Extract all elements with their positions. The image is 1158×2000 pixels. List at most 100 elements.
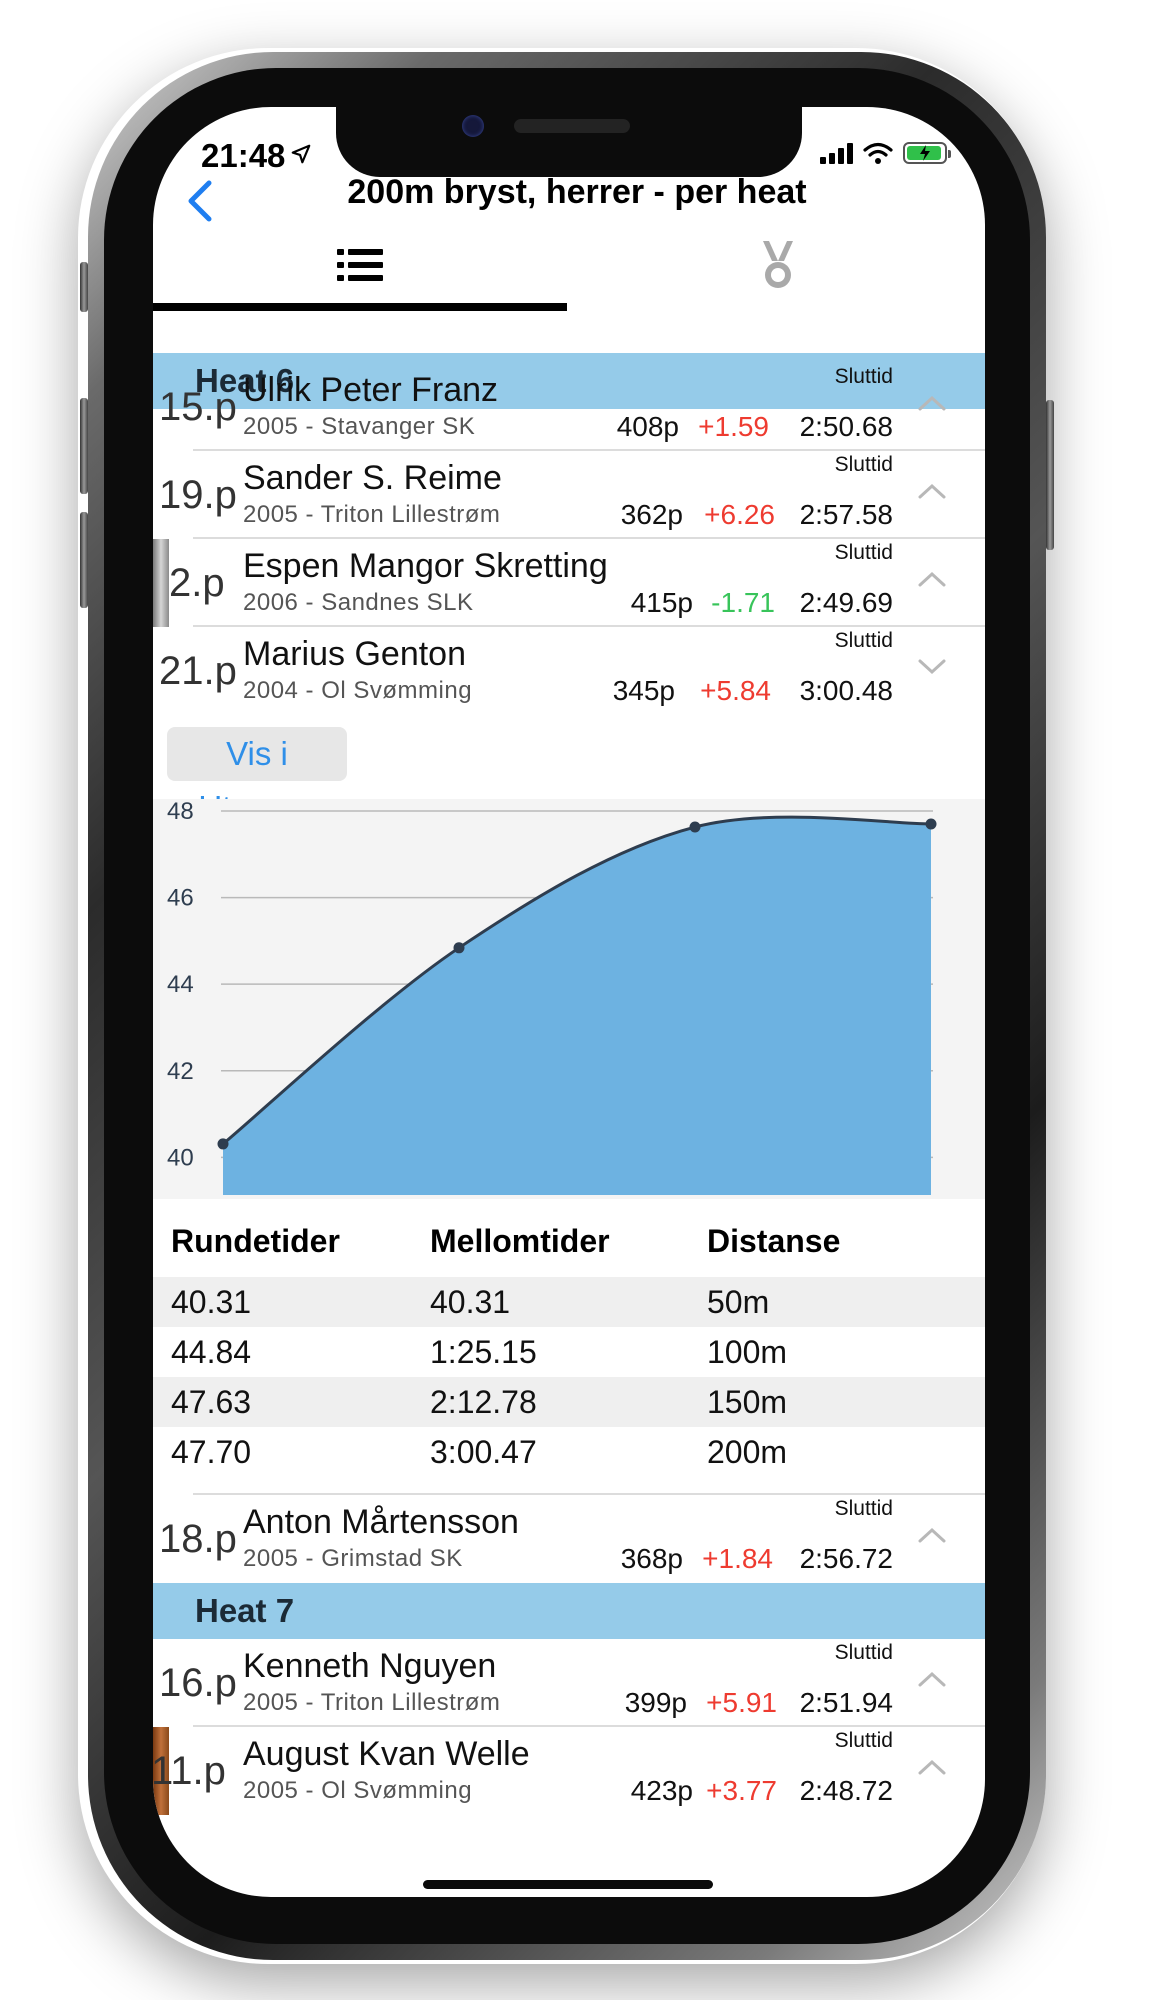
header-laps: Rundetider — [171, 1222, 340, 1259]
final-time: 2:48.72 — [799, 1775, 893, 1806]
split-row: 47.70 3:00.47 200m — [153, 1427, 985, 1477]
cellular-signal-icon — [820, 142, 853, 164]
volume-down-button — [80, 512, 88, 608]
back-chevron-icon[interactable] — [183, 177, 219, 225]
earpiece-speaker — [514, 119, 630, 133]
final-time: 3:00.48 — [799, 675, 893, 706]
swimmer-name: Anton Mårtensson — [243, 1503, 519, 1541]
result-row[interactable]: 18.p Anton Mårtensson 2005 - Grimstad SK… — [153, 1495, 985, 1583]
split-chart: 40 42 44 46 48 — [153, 798, 985, 1199]
page-title: 200m bryst, herrer - per heat — [347, 173, 807, 211]
intermediate-time: 40.31 — [430, 1283, 511, 1320]
result-row[interactable]: 19.p Sander S. Reime 2005 - Triton Lille… — [153, 451, 985, 539]
header-intermediate: Mellomtider — [430, 1222, 610, 1259]
swimmer-club: 2005 - Ol Svømming — [243, 1777, 473, 1804]
final-time-label: Sluttid — [834, 1497, 893, 1520]
time-diff: +5.84 — [700, 675, 771, 706]
chevron-up-icon[interactable] — [917, 569, 947, 589]
lap-time: 47.63 — [171, 1383, 252, 1420]
time-diff: +1.59 — [698, 411, 769, 442]
swimmer-name: Marius Genton — [243, 635, 466, 673]
chevron-up-icon[interactable] — [917, 1525, 947, 1545]
swimmer-name: Ulrik Peter Franz — [243, 371, 499, 409]
status-indicators — [820, 141, 951, 165]
home-indicator[interactable] — [423, 1880, 713, 1889]
battery-icon — [903, 142, 951, 164]
chart-area-fill — [223, 817, 931, 1195]
results-list[interactable]: Heat 6 15.p Ulrik Peter Franz 2005 - Sta… — [153, 353, 985, 1897]
swimmer-name: Sander S. Reime — [243, 459, 502, 497]
silent-switch — [80, 262, 88, 312]
swimmer-club: 2004 - Ol Svømming — [243, 677, 473, 704]
notch — [336, 107, 802, 177]
placement: 19.p — [159, 473, 237, 517]
chevron-up-icon[interactable] — [917, 481, 947, 501]
final-time: 2:57.58 — [799, 499, 893, 530]
points: 345p — [612, 675, 675, 706]
final-time-label: Sluttid — [834, 1641, 893, 1664]
chevron-up-icon[interactable] — [917, 1669, 947, 1689]
power-button — [1046, 400, 1054, 550]
header-distance: Distanse — [707, 1222, 841, 1259]
time-diff: +3.77 — [706, 1775, 777, 1806]
result-row[interactable]: 16.p Kenneth Nguyen 2005 - Triton Lilles… — [153, 1639, 985, 1727]
chart-y-tick-label: 44 — [167, 971, 194, 998]
swimmer-name: Kenneth Nguyen — [243, 1647, 497, 1685]
wifi-icon — [863, 142, 893, 164]
show-in-athletes-button[interactable]: Vis i Utøvere — [167, 727, 347, 826]
result-row[interactable]: 2.p Espen Mangor Skretting 2006 - Sandne… — [153, 539, 985, 627]
placement: 2.p — [169, 561, 225, 605]
result-row-expanded[interactable]: 21.p Marius Genton 2004 - Ol Svømming Sl… — [153, 627, 985, 715]
placement: 11.p — [153, 1749, 226, 1793]
chart-data-point — [453, 942, 465, 954]
front-camera — [462, 115, 484, 137]
screen: 21:48 200m bryst, herrer - per heat — [153, 107, 985, 1897]
swimmer-club: 2006 - Sandnes SLK — [243, 589, 474, 616]
splits-table: Rundetider Mellomtider Distanse 40.31 40… — [153, 1205, 985, 1477]
final-time-label: Sluttid — [834, 365, 893, 388]
chevron-up-icon[interactable] — [917, 1757, 947, 1777]
distance: 200m — [707, 1433, 788, 1470]
final-time: 2:56.72 — [799, 1543, 893, 1574]
swimmer-club: 2005 - Grimstad SK — [243, 1545, 463, 1572]
distance: 50m — [707, 1283, 770, 1320]
list-icon — [337, 249, 383, 281]
tab-bar — [153, 223, 985, 311]
status-time: 21:48 — [201, 137, 286, 174]
final-time: 2:51.94 — [799, 1687, 893, 1718]
location-arrow-icon — [291, 144, 311, 164]
distance: 100m — [707, 1333, 788, 1370]
chevron-down-icon[interactable] — [917, 657, 947, 677]
split-row: 44.84 1:25.15 100m — [153, 1327, 985, 1377]
tab-medals[interactable] — [571, 223, 985, 307]
chart-y-tick-label: 42 — [167, 1058, 194, 1085]
chart-y-tick-label: 40 — [167, 1144, 194, 1171]
intermediate-time: 3:00.47 — [430, 1433, 537, 1470]
swimmer-club: 2005 - Triton Lillestrøm — [243, 501, 501, 528]
row-divider — [193, 1725, 985, 1727]
split-row: 47.63 2:12.78 150m — [153, 1377, 985, 1427]
final-time: 2:50.68 — [799, 411, 893, 442]
points: 423p — [630, 1775, 693, 1806]
chart-y-tick-label: 48 — [167, 799, 194, 825]
points: 362p — [620, 499, 683, 530]
silver-medal-strip — [153, 539, 169, 627]
lap-time: 47.70 — [171, 1433, 252, 1470]
result-row[interactable]: 11.p August Kvan Welle 2005 - Ol Svømmin… — [153, 1727, 985, 1815]
result-row[interactable]: 15.p Ulrik Peter Franz 2005 - Stavanger … — [153, 365, 985, 451]
placement: 21.p — [159, 649, 237, 693]
bronze-medal-strip — [153, 1727, 169, 1815]
heat-header: Heat 6 — [153, 353, 985, 409]
split-row: 40.31 40.31 50m — [153, 1277, 985, 1327]
tab-list[interactable] — [153, 223, 567, 307]
medal-icon — [763, 241, 793, 288]
heat-header: Heat 7 — [153, 1583, 985, 1639]
chart-data-point — [217, 1138, 229, 1150]
row-divider — [193, 449, 985, 451]
chevron-up-icon[interactable] — [917, 393, 947, 413]
chart-data-point — [689, 821, 701, 833]
final-time-label: Sluttid — [834, 453, 893, 476]
time-diff: +6.26 — [704, 499, 775, 530]
lap-time: 44.84 — [171, 1333, 252, 1370]
volume-up-button — [80, 398, 88, 494]
